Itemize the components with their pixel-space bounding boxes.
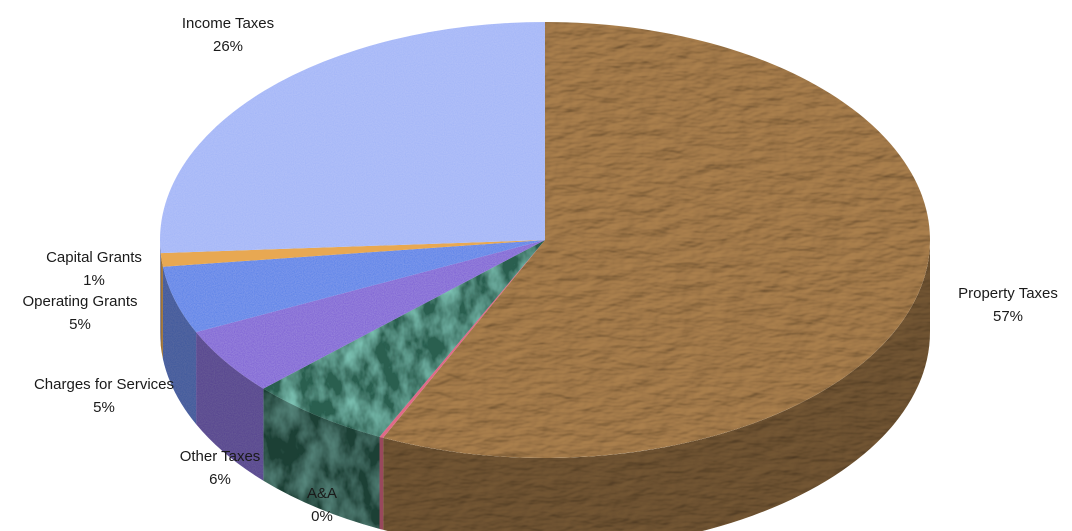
pie-side-6 <box>160 240 161 346</box>
pie-side-5 <box>160 253 163 359</box>
slice-value-4: 5% <box>69 316 91 333</box>
pie-slice-3 <box>196 240 545 389</box>
slice-value-0: 57% <box>993 308 1023 325</box>
pie-side-shade-5 <box>160 253 163 359</box>
slice-label-6: Income Taxes 26% <box>182 15 274 55</box>
pie-side-shade-2 <box>263 388 380 529</box>
pie-side-shade-3 <box>196 332 264 481</box>
slice-value-2: 6% <box>209 471 231 488</box>
pie-slice-6 <box>160 22 546 254</box>
pie-side-4 <box>162 266 197 425</box>
slice-name-3: Charges for Services <box>34 376 174 393</box>
slice-value-6: 26% <box>213 38 243 55</box>
pie-side-shade-0 <box>383 240 930 531</box>
slice-name-1: A&A <box>307 485 337 502</box>
slice-name-0: Property Taxes <box>958 285 1058 302</box>
slice-value-1: 0% <box>311 508 333 525</box>
pie-tops <box>160 22 931 459</box>
pie-side-shade-4 <box>162 266 197 425</box>
slice-name-2: Other Taxes <box>180 448 261 465</box>
pie-slice-4 <box>162 240 545 333</box>
slice-value-5: 1% <box>83 272 105 289</box>
pie-side-3 <box>196 332 264 481</box>
pie-side-1 <box>379 436 384 530</box>
slice-name-4: Operating Grants <box>22 293 137 310</box>
pie-labels: Property Taxes 57% A&A 0% Other Taxes 6% Charg… <box>22 15 1057 525</box>
slice-label-2: Other Taxes 6% <box>180 448 261 488</box>
pie-side-0 <box>383 240 930 531</box>
pie-side-shade-6 <box>160 240 161 346</box>
slice-value-3: 5% <box>93 399 115 416</box>
pie-side-shade-1 <box>379 436 384 530</box>
pie-slice-0 <box>383 22 931 459</box>
pie-slice-5 <box>160 240 545 267</box>
slice-label-1: A&A 0% <box>307 485 337 525</box>
pie-slice-2 <box>263 240 545 437</box>
pie-side-2 <box>263 388 380 529</box>
pie-slice-1 <box>379 240 545 438</box>
slice-label-4: Operating Grants 5% <box>22 293 137 333</box>
pie-sides <box>160 240 930 531</box>
slice-name-6: Income Taxes <box>182 15 274 32</box>
slice-name-5: Capital Grants <box>46 249 142 266</box>
slice-label-0: Property Taxes 57% <box>958 285 1058 325</box>
slice-label-3: Charges for Services 5% <box>34 376 174 416</box>
slice-label-5: Capital Grants 1% <box>46 249 142 289</box>
